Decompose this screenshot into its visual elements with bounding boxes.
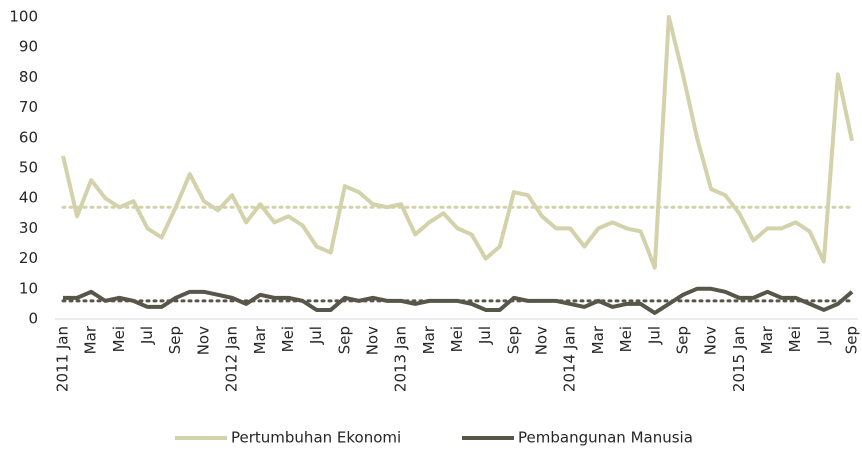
- x-tick-label: 2013 Jan: [392, 326, 410, 392]
- y-tick-label: 10: [19, 279, 38, 297]
- x-tick-label: Sep: [673, 326, 691, 354]
- y-tick-label: 80: [19, 68, 38, 86]
- x-tick-label: Mei: [617, 326, 635, 352]
- x-tick-label: Jul: [476, 326, 494, 345]
- x-tick-label: Mar: [251, 325, 269, 354]
- y-tick-label: 40: [19, 189, 38, 207]
- x-tick-label: 2012 Jan: [223, 326, 241, 392]
- y-tick-label: 50: [19, 159, 38, 177]
- x-tick-label: Sep: [335, 326, 353, 354]
- y-tick-label: 60: [19, 128, 38, 146]
- x-tick-label: Nov: [702, 326, 720, 355]
- x-tick-label: Mar: [589, 325, 607, 354]
- x-tick-label: Mar: [758, 325, 776, 354]
- legend-label: Pembangunan Manusia: [518, 429, 693, 447]
- x-tick-label: Mei: [786, 326, 804, 352]
- x-tick-label: 2015 Jan: [730, 326, 748, 392]
- x-tick-label: Mei: [279, 326, 297, 352]
- x-tick-label: Mei: [448, 326, 466, 352]
- x-tick-label: 2014 Jan: [561, 326, 579, 392]
- x-tick-label: Jul: [307, 326, 325, 345]
- x-tick-label: Jul: [138, 326, 156, 345]
- x-tick-label: Sep: [843, 326, 861, 354]
- y-tick-label: 70: [19, 98, 38, 116]
- y-tick-label: 30: [19, 219, 38, 237]
- line-series: [61, 15, 854, 270]
- x-tick-label: Nov: [533, 326, 551, 355]
- x-tick-label: Mar: [420, 325, 438, 354]
- x-tick-label: Jul: [645, 326, 663, 345]
- x-tick-label: Nov: [363, 326, 381, 355]
- x-tick-label: Sep: [504, 326, 522, 354]
- x-tick-label: Sep: [166, 326, 184, 354]
- y-tick-label: 90: [19, 38, 38, 56]
- x-tick-label: Mar: [82, 325, 100, 354]
- line-series: [63, 286, 854, 315]
- y-tick-label: 0: [28, 310, 38, 328]
- y-tick-label: 100: [9, 8, 38, 26]
- x-tick-label: Nov: [194, 326, 212, 355]
- x-tick-label: Mei: [110, 326, 128, 352]
- legend-label: Pertumbuhan Ekonomi: [231, 429, 401, 447]
- y-tick-label: 20: [19, 249, 38, 267]
- x-tick-label: Jul: [814, 326, 832, 345]
- x-tick-label: 2011 Jan: [54, 326, 72, 392]
